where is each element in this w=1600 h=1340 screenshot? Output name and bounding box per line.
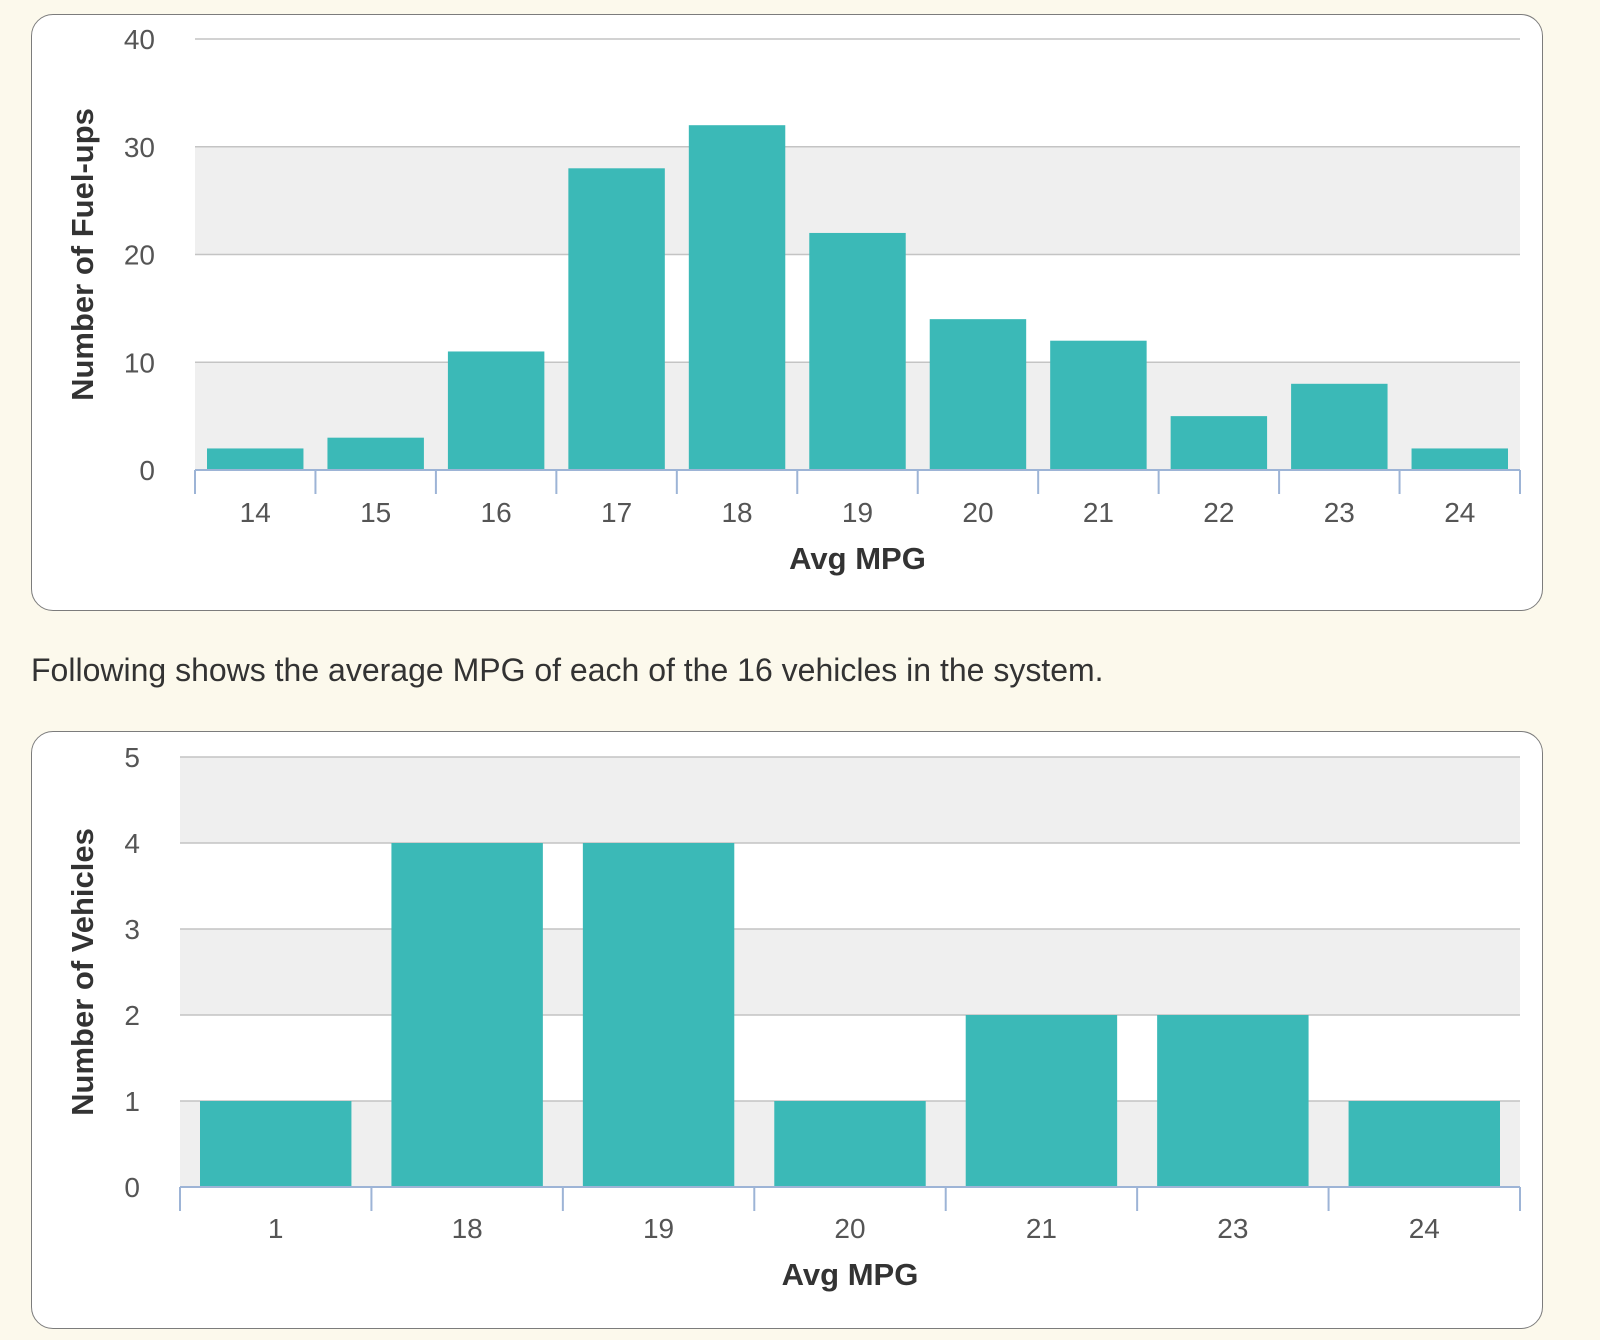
x-tick-label: 23 (1217, 1213, 1248, 1244)
y-tick-label: 4 (124, 828, 140, 859)
grid-band (180, 929, 1520, 1015)
bar-22[interactable] (1170, 416, 1268, 470)
x-tick-label: 19 (842, 497, 873, 528)
bar-24[interactable] (1411, 448, 1508, 470)
bar-21[interactable] (1050, 340, 1147, 470)
y-tick-label: 3 (124, 914, 140, 945)
bar-18[interactable] (688, 125, 786, 470)
y-tick-label: 10 (124, 347, 155, 378)
bar-23[interactable] (1157, 1015, 1309, 1187)
bar-24[interactable] (1348, 1101, 1500, 1187)
x-tick-label: 24 (1444, 497, 1475, 528)
x-tick-label: 17 (601, 497, 632, 528)
bar-1[interactable] (200, 1101, 352, 1187)
bar-14[interactable] (207, 448, 304, 470)
x-tick-label: 18 (452, 1213, 483, 1244)
y-tick-label: 1 (124, 1086, 140, 1117)
x-tick-label: 21 (1026, 1213, 1057, 1244)
x-tick-label: 18 (721, 497, 752, 528)
bar-20[interactable] (929, 319, 1027, 470)
x-axis-title: Avg MPG (782, 1257, 919, 1292)
y-tick-label: 0 (124, 1172, 140, 1203)
x-tick-label: 21 (1083, 497, 1114, 528)
y-tick-label: 5 (124, 742, 140, 773)
y-tick-label: 30 (124, 132, 155, 163)
bar-15[interactable] (327, 437, 424, 470)
y-axis-title: Number of Fuel-ups (65, 108, 100, 401)
x-tick-label: 24 (1409, 1213, 1440, 1244)
chart-description: Following shows the average MPG of each … (31, 652, 1104, 688)
y-tick-label: 0 (139, 455, 155, 486)
fuelups-chart-card: 0 10 20 30 40 14 15 16 17 18 19 20 21 22 23 24 Avg MPG Nu… (31, 14, 1543, 611)
x-tick-label: 20 (834, 1213, 865, 1244)
vehicles-chart-card: 0 1 2 3 4 5 1 18 19 20 21 23 24 Avg MPG Number of Vehi… (31, 731, 1543, 1329)
bar-21[interactable] (965, 1015, 1118, 1187)
x-tick-label: 23 (1324, 497, 1355, 528)
bar-18[interactable] (391, 843, 543, 1187)
fuelups-histogram: 0 10 20 30 40 14 15 16 17 18 19 20 21 22 23 24 Avg MPG Nu… (65, 24, 1521, 576)
x-tick-label: 15 (360, 497, 391, 528)
y-tick-label: 40 (124, 24, 155, 55)
x-tick-label: 22 (1203, 497, 1234, 528)
y-tick-label: 20 (124, 240, 155, 271)
bar-16[interactable] (447, 351, 545, 470)
x-tick-label: 1 (268, 1213, 284, 1244)
bar-23[interactable] (1291, 383, 1388, 470)
x-tick-label: 16 (481, 497, 512, 528)
grid-band (180, 757, 1520, 843)
x-axis-title: Avg MPG (789, 541, 926, 576)
y-axis-title: Number of Vehicles (65, 828, 100, 1116)
bar-20[interactable] (774, 1101, 926, 1187)
x-tick-label: 20 (962, 497, 993, 528)
x-tick-label: 14 (240, 497, 271, 528)
bar-19[interactable] (582, 843, 735, 1187)
bar-17[interactable] (568, 168, 665, 471)
y-tick-label: 2 (124, 1000, 140, 1031)
bar-19[interactable] (809, 232, 906, 470)
x-tick-label: 19 (643, 1213, 674, 1244)
